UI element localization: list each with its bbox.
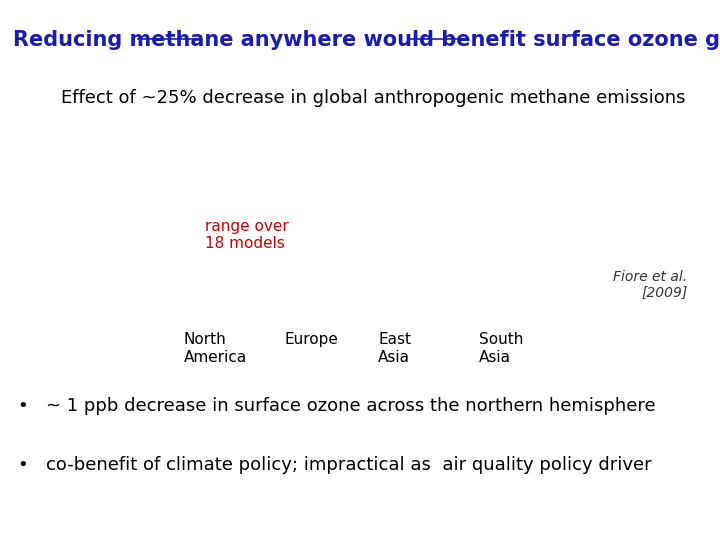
- Text: Reducing methane anywhere would benefit surface ozone globally: Reducing methane anywhere would benefit …: [13, 30, 720, 50]
- Text: •   co-benefit of climate policy; impractical as  air quality policy driver: • co-benefit of climate policy; impracti…: [18, 456, 652, 474]
- Text: Europe: Europe: [284, 332, 338, 347]
- Text: East
Asia: East Asia: [378, 332, 411, 365]
- Text: Fiore et al.
[2009]: Fiore et al. [2009]: [613, 270, 688, 300]
- Text: Effect of ~25% decrease in global anthropogenic methane emissions: Effect of ~25% decrease in global anthro…: [61, 89, 685, 107]
- Text: North
America: North America: [184, 332, 247, 365]
- Text: range over
18 models: range over 18 models: [205, 219, 289, 251]
- Text: South
Asia: South Asia: [479, 332, 523, 365]
- Text: •   ~ 1 ppb decrease in surface ozone across the northern hemisphere: • ~ 1 ppb decrease in surface ozone acro…: [18, 397, 656, 415]
